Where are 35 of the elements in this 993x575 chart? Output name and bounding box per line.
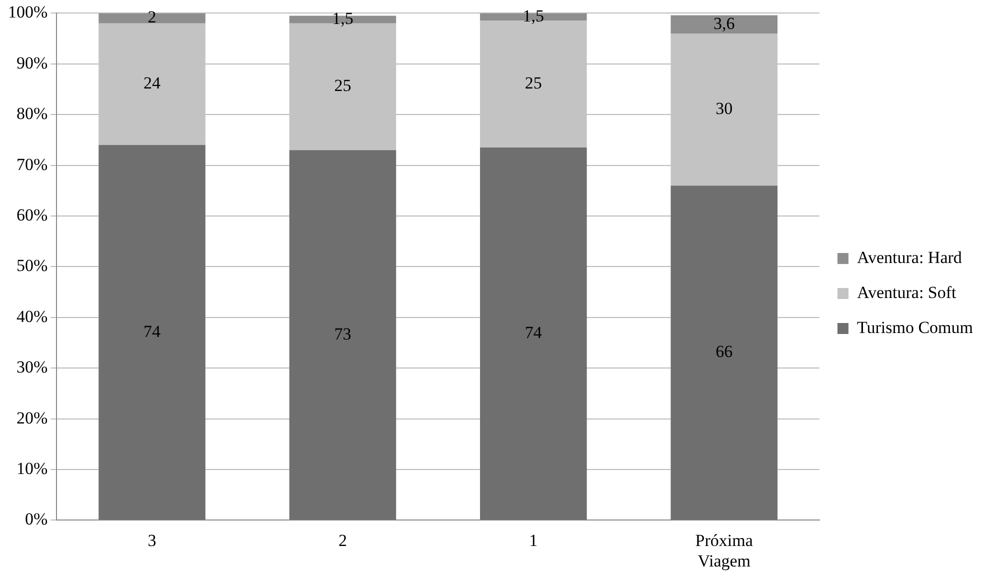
y-tick-label: 80% (16, 104, 48, 124)
bar (670, 186, 778, 520)
x-tick-label: 1 (529, 530, 538, 550)
y-tick-label: 60% (16, 205, 48, 224)
x-tick-label: Próxima Viagem (695, 530, 754, 570)
data-label: 2 (148, 8, 156, 27)
y-tick-label: 0% (24, 510, 48, 529)
bar (98, 145, 206, 520)
data-label: 1,5 (522, 6, 544, 26)
data-label: 74 (524, 323, 542, 342)
y-tick-label: 70% (16, 154, 48, 174)
x-tick-label: 2 (338, 530, 347, 550)
bar (289, 150, 396, 520)
legend-label: Turismo Comum (856, 318, 973, 337)
legend-label: Aventura: Soft (856, 282, 957, 302)
data-label: 24 (144, 74, 162, 93)
bar (98, 13, 206, 24)
x-tick-label: 3 (148, 530, 156, 550)
bar (480, 148, 587, 520)
y-tick-label: 100% (8, 2, 48, 22)
bar (670, 15, 778, 34)
y-tick-label: 50% (16, 256, 48, 276)
data-label: 66 (716, 342, 733, 362)
y-tick-label: 30% (16, 358, 48, 377)
y-tick-label: 40% (16, 306, 48, 326)
data-label: 30 (716, 99, 733, 118)
y-tick-label: 10% (16, 458, 48, 478)
data-label: 73 (334, 324, 352, 344)
y-tick-label: 20% (16, 408, 48, 428)
data-label: 25 (524, 74, 542, 93)
data-label: 74 (144, 322, 162, 341)
data-label: 3,6 (713, 14, 735, 33)
legend-label: Aventura: Hard (856, 248, 962, 267)
y-tick-label: 90% (16, 53, 48, 72)
data-label: 25 (334, 76, 352, 96)
